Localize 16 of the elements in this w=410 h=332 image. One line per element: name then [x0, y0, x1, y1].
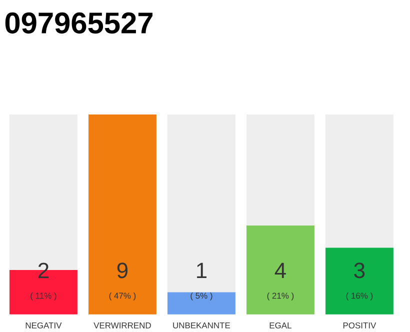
annotation: ( 11% ) — [30, 292, 56, 300]
annotation: ( 5% ) — [190, 292, 212, 300]
x-tick-label: NEGATIV — [26, 322, 62, 329]
x-tick-label: UNBEKANNTE — [173, 322, 230, 329]
bar — [167, 292, 236, 315]
annotation: ( 21% ) — [267, 292, 294, 300]
data-label: 4 — [274, 263, 286, 278]
x-tick-label: EGAL — [270, 322, 292, 329]
data-label: 1 — [197, 263, 206, 278]
x-tick-label: POSITIV — [343, 322, 376, 329]
data-label: 3 — [354, 262, 365, 278]
annotation: ( 47% ) — [109, 292, 136, 300]
x-tick-label: VERWIRREND — [94, 322, 151, 328]
annotation: ( 16% ) — [346, 292, 373, 300]
chart-title: 097965527 — [5, 12, 152, 34]
data-label: 9 — [117, 262, 128, 278]
